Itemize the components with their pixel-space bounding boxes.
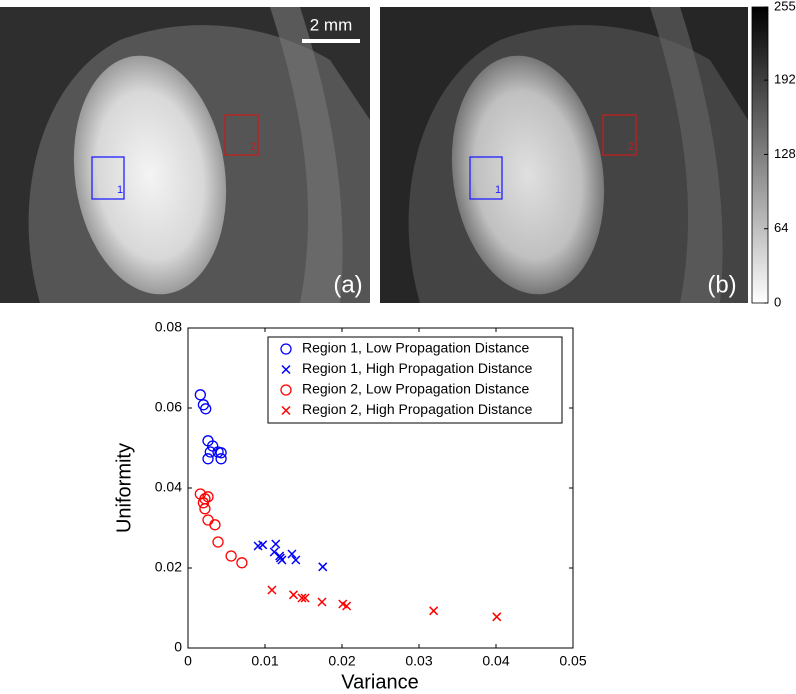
marker <box>202 514 214 526</box>
colorbar-tick-label: 255 <box>774 0 796 13</box>
region-label: 2 <box>628 141 634 153</box>
marker <box>197 497 210 509</box>
colorbar <box>751 6 769 304</box>
y-tick-label: 0.04 <box>155 479 182 495</box>
y-tick-label: 0 <box>174 639 182 655</box>
scale-bar-label: 2 mm <box>310 15 353 34</box>
marker <box>200 403 212 415</box>
marker <box>225 550 237 562</box>
panel-label: (b) <box>707 271 736 298</box>
x-tick-label: 0.04 <box>482 653 509 669</box>
region-label: 1 <box>117 184 123 196</box>
colorbar-tick-label: 64 <box>774 220 788 235</box>
x-tick-label: 0.05 <box>559 653 586 669</box>
legend-box <box>267 336 563 424</box>
x-tick-label: 0.01 <box>251 653 278 669</box>
y-tick-label: 0.06 <box>155 399 182 415</box>
marker <box>202 453 214 465</box>
x-tick-label: 0.03 <box>405 653 432 669</box>
x-tick-label: 0.02 <box>328 653 355 669</box>
region-label: 1 <box>495 184 501 196</box>
marker <box>297 593 307 603</box>
marker <box>318 562 328 572</box>
marker <box>215 453 227 465</box>
image-b: 1 2 (b) <box>380 7 748 303</box>
marker <box>287 549 297 559</box>
colorbar-tick-label: 128 <box>774 146 796 161</box>
legend-marker <box>280 343 292 355</box>
marker <box>492 612 502 622</box>
legend-label: Region 1, Low Propagation Distance <box>302 340 529 356</box>
x-axis-label: Variance <box>341 671 418 693</box>
y-tick-label: 0.08 <box>155 319 182 335</box>
marker <box>342 601 352 611</box>
colorbar-tick-label: 192 <box>774 72 796 87</box>
legend-label: Region 2, High Propagation Distance <box>302 401 533 417</box>
image-a: 1 2 2 mm (a) <box>0 7 370 303</box>
legend-label: Region 2, Low Propagation Distance <box>302 381 529 397</box>
colorbar-tick-label: 0 <box>774 294 781 309</box>
marker <box>288 590 299 600</box>
marker <box>258 540 268 550</box>
marker <box>204 446 216 458</box>
legend-marker <box>281 364 291 375</box>
legend-label: Region 1, High Propagation Distance <box>302 360 533 376</box>
marker <box>317 597 327 607</box>
x-tick-label: 0 <box>184 653 192 669</box>
marker <box>194 389 206 401</box>
legend-marker <box>281 405 291 416</box>
marker <box>271 539 281 549</box>
region-label: 2 <box>250 141 256 153</box>
marker <box>291 555 301 565</box>
legend-marker <box>280 384 292 396</box>
marker <box>199 503 211 515</box>
panel-label: (a) <box>333 271 362 298</box>
marker <box>429 606 439 616</box>
marker <box>212 536 224 548</box>
y-axis-label: Uniformity <box>113 443 135 533</box>
marker <box>300 593 310 603</box>
marker <box>215 447 227 459</box>
marker <box>236 557 248 569</box>
marker <box>275 553 285 563</box>
marker <box>267 585 277 595</box>
marker <box>209 519 221 531</box>
y-tick-label: 0.02 <box>155 559 182 575</box>
